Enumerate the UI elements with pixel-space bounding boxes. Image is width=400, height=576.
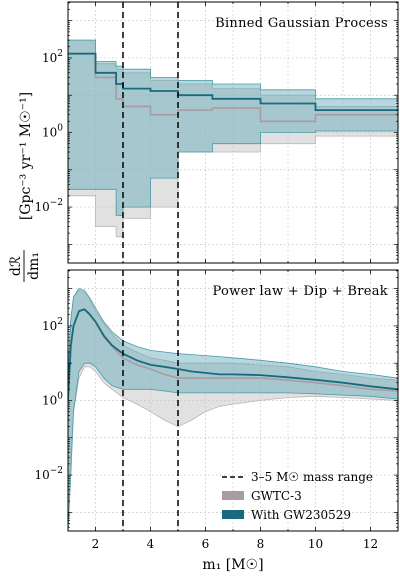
mass-range-lines — [122, 2, 179, 263]
median-lines — [68, 52, 398, 123]
median-gw230529 — [68, 308, 398, 401]
x-tick-label: 8 — [257, 537, 265, 551]
legend-swatch-gw230529 — [222, 510, 244, 519]
median-gw230529 — [68, 52, 398, 111]
mass-range-lines — [122, 270, 179, 531]
x-tick-label: 6 — [202, 537, 210, 551]
ylabel-denominator: dm₁ — [26, 252, 42, 280]
band-gwtc3 — [68, 289, 398, 513]
x-tick-label: 2 — [92, 537, 100, 551]
legend-label-range: 3–5 M☉ mass range — [251, 470, 373, 484]
x-tick-label: 4 — [147, 537, 155, 551]
y-tick-label: 102 — [42, 49, 63, 65]
legend-label-gw230529: With GW230529 — [251, 508, 351, 522]
y-tick-label: 102 — [42, 317, 63, 333]
legend: 3–5 M☉ mass range GWTC-3 With GW230529 — [222, 470, 373, 522]
y-tick-label: 10−2 — [34, 198, 63, 214]
median-lines — [68, 308, 398, 401]
y-tick-label: 100 — [42, 124, 63, 140]
y-axis-label: dℛ dm₁ [Gpc⁻³ yr⁻¹ M☉⁻¹] — [8, 92, 42, 282]
x-axis-label: m₁ [M☉] — [202, 557, 263, 573]
y-tick-label: 100 — [42, 392, 63, 408]
panel-powerlaw: 2 4 6 8 10 12 10−2 100 102 Power law + Dip + Bre… — [34, 269, 399, 551]
panel-title: Binned Gaussian Process — [215, 16, 388, 31]
tick-marks: 10−2 100 102 — [34, 2, 399, 263]
tick-marks: 2 4 6 8 10 12 10−2 100 102 — [34, 270, 399, 551]
band-gw230529 — [68, 39, 398, 216]
ylabel-numerator: dℛ — [8, 256, 24, 276]
x-tick-label: 12 — [363, 537, 378, 551]
band-gw230529 — [68, 288, 398, 531]
x-tick-label: 10 — [308, 537, 323, 551]
legend-swatch-gwtc3 — [222, 491, 244, 500]
y-tick-label: 10−2 — [34, 466, 63, 482]
grid-lines — [68, 270, 398, 531]
panel-binned-gp: 10−2 100 102 Binned Gaussian Process — [34, 1, 399, 264]
median-gwtc3 — [68, 52, 398, 123]
credible-bands — [68, 288, 398, 531]
panel-title: Power law + Dip + Break — [213, 284, 388, 299]
ylabel-units: [Gpc⁻³ yr⁻¹ M☉⁻¹] — [18, 92, 34, 220]
legend-label-gwtc3: GWTC-3 — [251, 489, 302, 503]
